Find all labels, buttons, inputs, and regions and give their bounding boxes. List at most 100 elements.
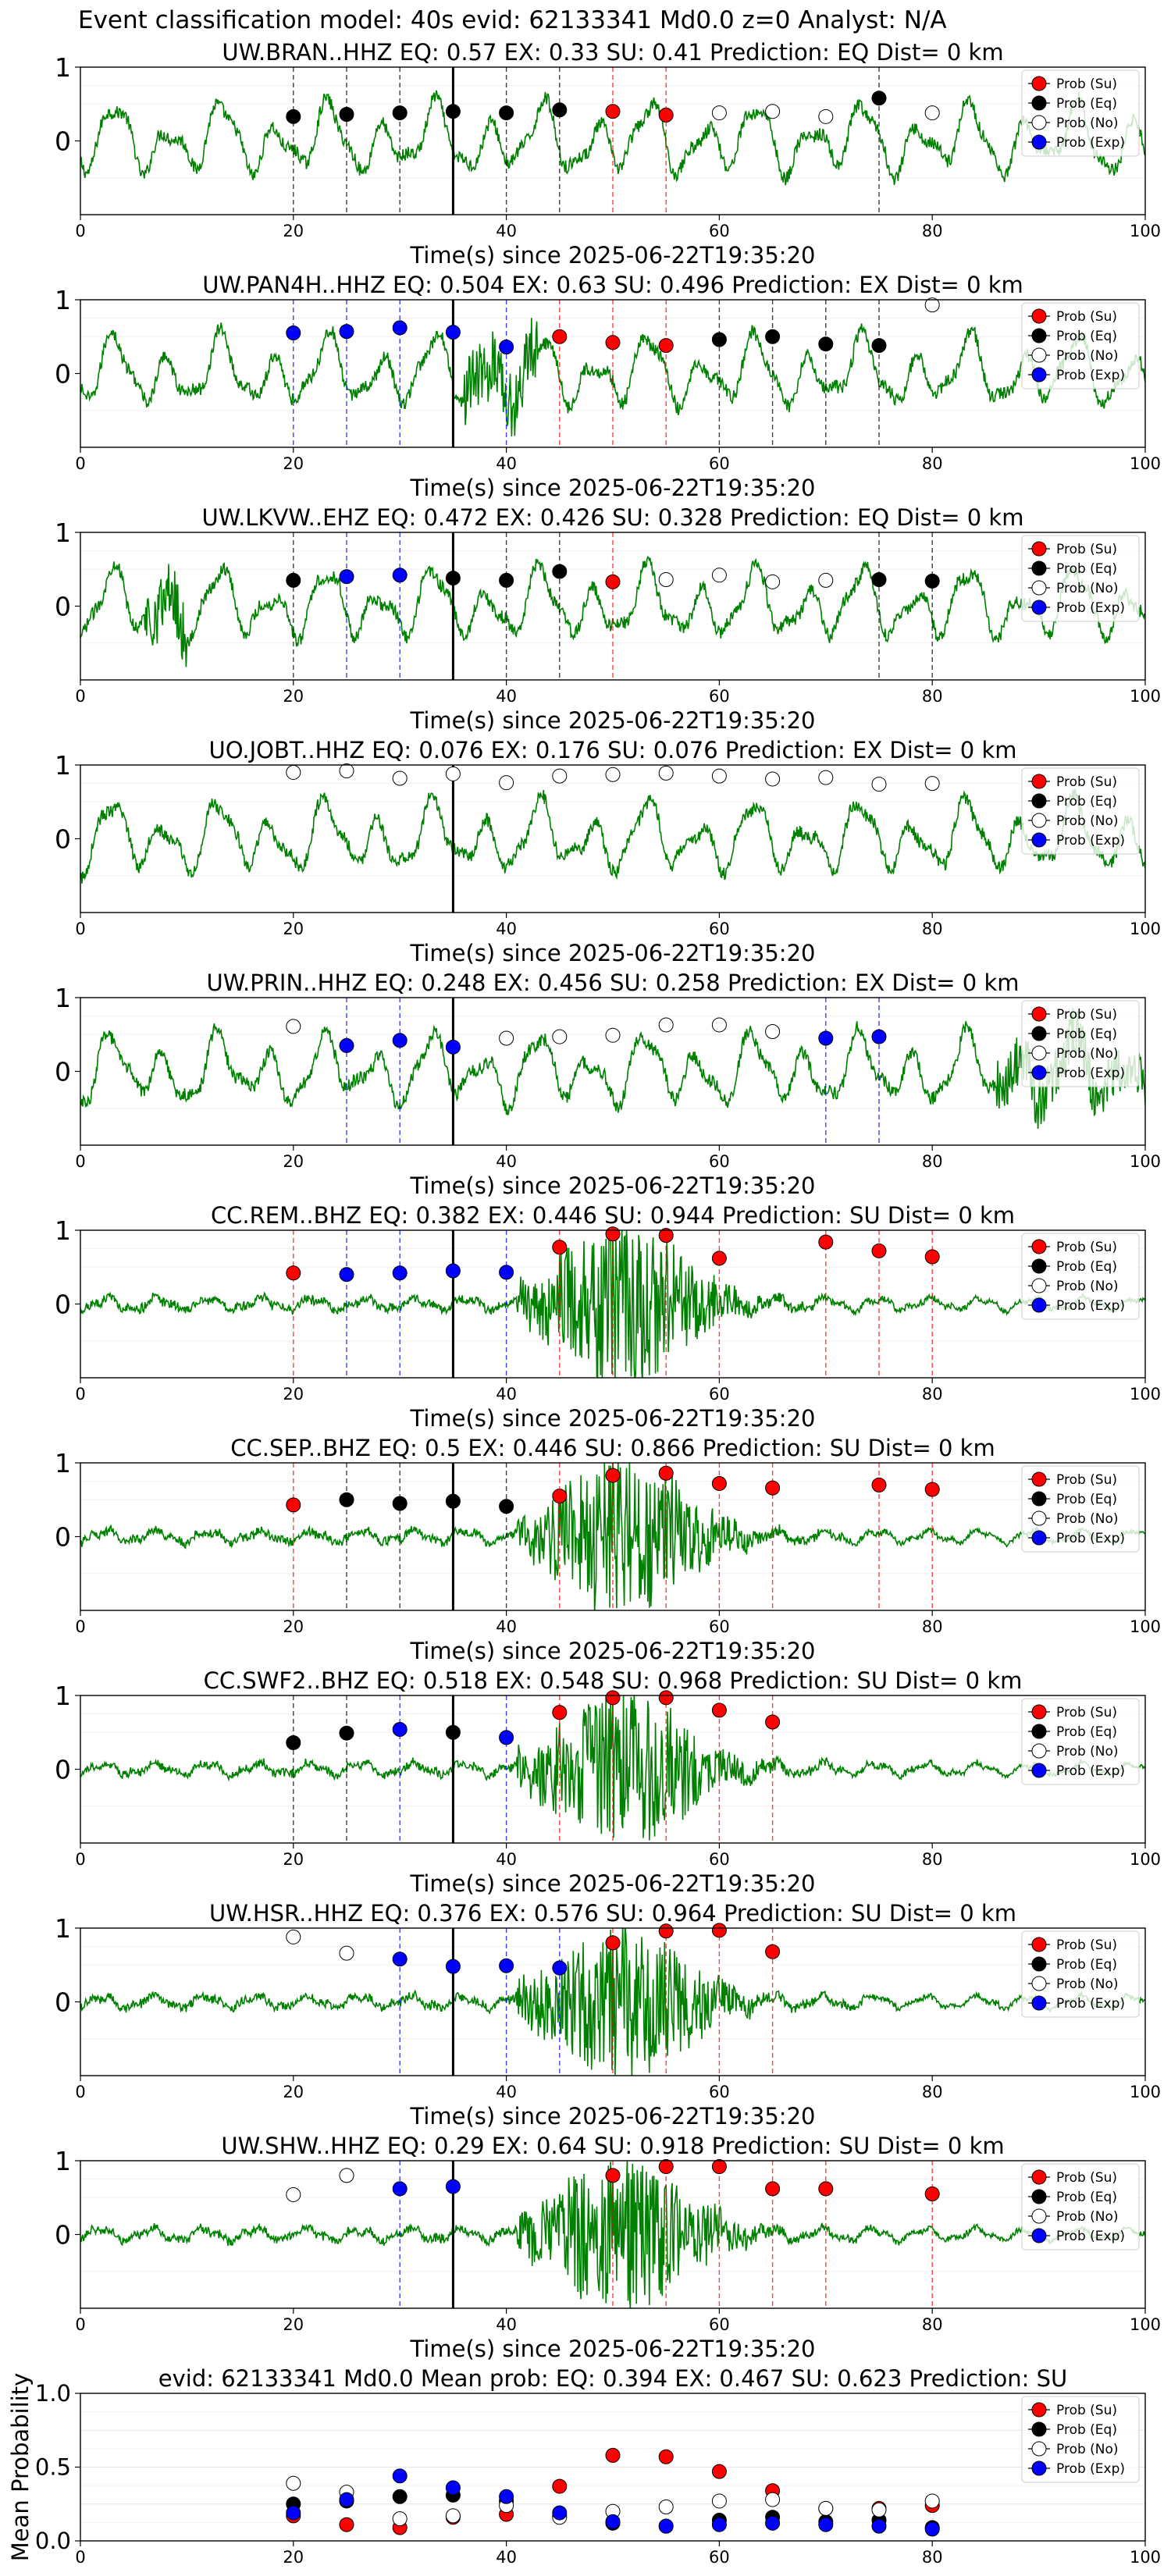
prob-point-exp bbox=[392, 1952, 408, 1967]
station-panel: UW.SHW..HHZ EQ: 0.29 EX: 0.64 SU: 0.918 … bbox=[55, 2133, 1161, 2362]
legend-box bbox=[1021, 2396, 1140, 2483]
legend-label: Prob (Su) bbox=[1056, 1240, 1117, 1255]
mean-point-exp bbox=[392, 2468, 408, 2484]
station-panel: UW.PRIN..HHZ EQ: 0.248 EX: 0.456 SU: 0.2… bbox=[55, 970, 1161, 1199]
x-tick-label: 20 bbox=[283, 222, 304, 240]
y-tick-label: 1 bbox=[55, 1448, 71, 1478]
legend-label: Prob (Su) bbox=[1056, 2170, 1117, 2186]
legend-marker-no bbox=[1031, 1510, 1047, 1526]
x-tick-label: 60 bbox=[709, 920, 730, 938]
legend-marker-eq bbox=[1031, 560, 1047, 576]
prob-point-su bbox=[552, 1489, 568, 1504]
x-tick-label: 0 bbox=[75, 454, 85, 473]
x-tick-label: 40 bbox=[496, 1152, 517, 1171]
legend-label: Prob (Su) bbox=[1056, 1007, 1117, 1023]
prob-point-su bbox=[765, 2181, 781, 2197]
legend-label: Prob (No) bbox=[1056, 2209, 1119, 2225]
legend-label: Prob (Su) bbox=[1056, 1937, 1117, 1953]
legend-label: Prob (Eq) bbox=[1056, 1724, 1117, 1740]
y-tick-label: 0 bbox=[55, 126, 71, 157]
panel-title: UW.HSR..HHZ EQ: 0.376 EX: 0.576 SU: 0.96… bbox=[209, 1900, 1016, 1927]
x-tick-label: 100 bbox=[1130, 222, 1161, 240]
legend-box bbox=[1021, 2163, 1140, 2250]
prob-point-exp bbox=[392, 1033, 408, 1048]
prob-point-eq bbox=[711, 332, 727, 347]
x-tick-label: 60 bbox=[709, 1152, 730, 1171]
y-tick-label: 0.5 bbox=[35, 2454, 71, 2481]
x-tick-label: 80 bbox=[922, 2548, 943, 2567]
legend-label: Prob (Eq) bbox=[1056, 561, 1117, 577]
prob-point-exp bbox=[339, 324, 354, 340]
x-axis-label: Time(s) since 2025-06-22T19:35:20 bbox=[410, 2336, 816, 2362]
mean-point-no bbox=[765, 2492, 781, 2507]
x-tick-label: 20 bbox=[283, 2083, 304, 2101]
legend-marker-eq bbox=[1031, 328, 1047, 343]
station-panel: CC.REM..BHZ EQ: 0.382 EX: 0.446 SU: 0.94… bbox=[55, 1202, 1161, 1432]
y-tick-label: 0 bbox=[55, 1057, 71, 1087]
legend-box bbox=[1021, 1930, 1140, 2018]
prob-point-eq bbox=[871, 571, 887, 587]
y-tick-label: 0 bbox=[55, 1987, 71, 2018]
prob-point-no bbox=[765, 574, 781, 589]
mean-point-exp bbox=[711, 2517, 727, 2532]
prob-point-no bbox=[339, 2168, 354, 2183]
panel-title: UW.BRAN..HHZ EQ: 0.57 EX: 0.33 SU: 0.41 … bbox=[222, 39, 1003, 66]
prob-point-no bbox=[499, 1030, 514, 1046]
legend-box bbox=[1021, 1233, 1140, 1320]
legend-marker-exp bbox=[1031, 1763, 1047, 1778]
legend-marker-no bbox=[1031, 1278, 1047, 1293]
mean-point-no bbox=[924, 2493, 940, 2509]
prob-point-no bbox=[286, 2186, 301, 2202]
x-tick-label: 0 bbox=[75, 1152, 85, 1171]
x-tick-label: 0 bbox=[75, 2548, 85, 2567]
legend-marker-eq bbox=[1031, 793, 1047, 809]
legend-marker-exp bbox=[1031, 1297, 1047, 1313]
legend-marker-su bbox=[1031, 1239, 1047, 1254]
prob-point-su bbox=[286, 1265, 301, 1281]
x-tick-label: 0 bbox=[75, 687, 85, 706]
mean-point-su bbox=[605, 2447, 621, 2463]
prob-point-eq bbox=[339, 106, 354, 122]
legend-label: Prob (Su) bbox=[1056, 309, 1117, 325]
legend-marker-exp bbox=[1031, 367, 1047, 382]
x-tick-label: 20 bbox=[283, 2315, 304, 2334]
prob-point-eq bbox=[445, 104, 461, 119]
prob-point-su bbox=[818, 1234, 834, 1250]
y-tick-label: 0 bbox=[55, 2220, 71, 2250]
legend-marker-no bbox=[1031, 115, 1047, 130]
y-tick-label: 0 bbox=[55, 824, 71, 855]
panel-title: UO.JOBT..HHZ EQ: 0.076 EX: 0.176 SU: 0.0… bbox=[209, 737, 1017, 763]
x-tick-label: 80 bbox=[922, 920, 943, 938]
panel-title: UW.PAN4H..HHZ EQ: 0.504 EX: 0.63 SU: 0.4… bbox=[202, 272, 1023, 298]
legend-marker-su bbox=[1031, 2169, 1047, 2185]
x-axis-label: Time(s) since 2025-06-22T19:35:20 bbox=[410, 242, 816, 269]
y-tick-label: 0 bbox=[55, 592, 71, 622]
y-tick-label: 1 bbox=[55, 1913, 71, 1944]
station-panel: CC.SEP..BHZ EQ: 0.5 EX: 0.446 SU: 0.866 … bbox=[55, 1435, 1161, 1664]
legend-marker-su bbox=[1031, 1471, 1047, 1487]
panel-title: UW.LKVW..EHZ EQ: 0.472 EX: 0.426 SU: 0.3… bbox=[202, 504, 1024, 531]
legend-label: Prob (Su) bbox=[1056, 774, 1117, 790]
prob-point-su bbox=[552, 1705, 568, 1720]
prob-point-no bbox=[445, 766, 461, 781]
prob-point-su bbox=[765, 1480, 781, 1496]
legend-marker-exp bbox=[1031, 134, 1047, 150]
x-tick-label: 100 bbox=[1130, 687, 1161, 706]
prob-point-no bbox=[286, 764, 301, 780]
legend-label: Prob (Eq) bbox=[1056, 1492, 1117, 1507]
prob-point-su bbox=[658, 2159, 674, 2175]
prob-point-su bbox=[658, 1228, 674, 1244]
x-tick-label: 80 bbox=[922, 1850, 943, 1869]
mean-point-exp bbox=[818, 2517, 834, 2532]
prob-point-su bbox=[818, 2181, 834, 2197]
x-tick-label: 60 bbox=[709, 2548, 730, 2567]
prob-point-no bbox=[711, 1017, 727, 1033]
legend-marker-no bbox=[1031, 813, 1047, 828]
legend-label: Prob (No) bbox=[1056, 1279, 1119, 1294]
x-tick-label: 100 bbox=[1130, 2548, 1161, 2567]
waveform-trace bbox=[80, 1230, 1145, 1378]
legend-marker-eq bbox=[1031, 1724, 1047, 1739]
y-tick-label: 1 bbox=[55, 2146, 71, 2176]
axes-frame bbox=[80, 997, 1146, 1146]
station-panel: UO.JOBT..HHZ EQ: 0.076 EX: 0.176 SU: 0.0… bbox=[55, 737, 1161, 966]
